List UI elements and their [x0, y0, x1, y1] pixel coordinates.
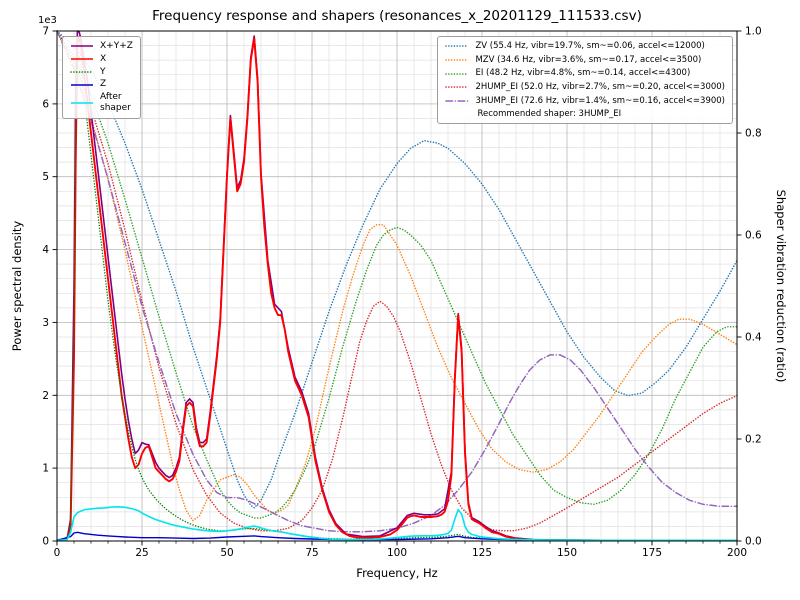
- series-MZV: [56, 30, 738, 522]
- svg-text:7: 7: [42, 26, 49, 38]
- legend-line-sample: [70, 71, 94, 73]
- y-axis-label-right: Shaper vibration reduction (ratio): [774, 189, 788, 383]
- legend-line-sample: [71, 45, 93, 48]
- svg-text:75: 75: [305, 547, 318, 559]
- legend-line-sample: [445, 72, 470, 75]
- svg-text:0.6: 0.6: [745, 230, 762, 242]
- legend-line-sample: [71, 102, 93, 104]
- legend-item-label: After shaper: [100, 92, 131, 113]
- svg-text:5: 5: [42, 171, 49, 183]
- legend-item-label: X+Y+Z: [100, 41, 133, 51]
- legend-item: X+Y+Z: [70, 41, 133, 52]
- svg-text:2: 2: [42, 390, 49, 402]
- svg-text:1.0: 1.0: [745, 26, 762, 38]
- legend-line-sample: [445, 86, 470, 88]
- legend-item: 3HUMP_EI (72.6 Hz, vibr=1.4%, sm~=0.16, …: [445, 96, 725, 107]
- legend-item-label: 3HUMP_EI (72.6 Hz, vibr=1.4%, sm~=0.16, …: [475, 95, 725, 106]
- svg-text:1: 1: [42, 463, 49, 475]
- svg-text:0: 0: [42, 536, 49, 548]
- legend-item-label: MZV (34.6 Hz, vibr=3.6%, sm~=0.17, accel…: [475, 54, 702, 65]
- svg-text:150: 150: [557, 547, 577, 559]
- data-curves: [56, 30, 738, 542]
- legend-line-sample: [71, 58, 93, 60]
- legend-item: ZV (55.4 Hz, vibr=19.7%, sm~=0.06, accel…: [445, 41, 725, 52]
- series-3HUMP_EI: [56, 30, 738, 533]
- series-ZV: [56, 30, 738, 509]
- svg-text:175: 175: [642, 547, 662, 559]
- svg-text:200: 200: [727, 547, 747, 559]
- tick-labels: 0 25 50 75 100 125 150 175 200 0 1 2 3 4 5 6 7 0.0 0.2 0.4 0…: [42, 26, 762, 560]
- legend-shapers: ZV (55.4 Hz, vibr=19.7%, sm~=0.06, accel…: [437, 36, 733, 125]
- svg-text:125: 125: [472, 547, 492, 559]
- tick-marks: [52, 30, 742, 546]
- svg-text:0.4: 0.4: [745, 332, 762, 344]
- svg-text:50: 50: [220, 547, 233, 559]
- legend-item-label: Y: [100, 66, 106, 77]
- legend-footer-row: Recommended shaper: 3HUMP_EI: [445, 109, 725, 119]
- svg-text:100: 100: [387, 547, 407, 559]
- x-axis-label: Frequency, Hz: [356, 566, 438, 580]
- svg-text:0.8: 0.8: [745, 128, 762, 140]
- svg-text:0: 0: [54, 547, 61, 559]
- series-EI: [56, 30, 738, 519]
- svg-text:0.0: 0.0: [745, 536, 762, 548]
- legend-line-sample: [71, 83, 93, 86]
- svg-text:4: 4: [42, 244, 49, 256]
- svg-text:25: 25: [135, 547, 148, 559]
- y-axis-label-left: Power spectral density: [10, 220, 24, 352]
- legend-psd: X+Y+Z X Y Z After shaper: [62, 36, 141, 119]
- chart-title: Frequency response and shapers (resonanc…: [152, 8, 642, 24]
- legend-line-sample: [445, 100, 470, 102]
- legend-line-sample: [445, 59, 470, 61]
- svg-text:6: 6: [42, 98, 49, 110]
- legend-item-label: X: [100, 53, 107, 64]
- legend-item: X: [70, 54, 133, 65]
- legend-item-label: 2HUMP_EI (52.0 Hz, vibr=2.7%, sm~=0.20, …: [475, 81, 725, 92]
- legend-item: Y: [70, 67, 133, 78]
- legend-item-label: EI (48.2 Hz, vibr=4.8%, sm~=0.14, accel<…: [475, 68, 691, 79]
- svg-text:3: 3: [42, 317, 49, 329]
- y-axis-offset-text: 1e3: [38, 15, 57, 26]
- legend-item-label: Z: [100, 79, 107, 90]
- recommended-shaper-text: Recommended shaper: 3HUMP_EI: [477, 109, 622, 120]
- series-2HUMP_EI: [56, 30, 738, 532]
- svg-text:0.2: 0.2: [745, 434, 762, 446]
- legend-item-label: ZV (55.4 Hz, vibr=19.7%, sm~=0.06, accel…: [475, 41, 705, 51]
- series-X: [56, 37, 737, 542]
- legend-line-sample: [445, 45, 470, 48]
- legend-item: MZV (34.6 Hz, vibr=3.6%, sm~=0.17, accel…: [445, 55, 725, 66]
- legend-item: 2HUMP_EI (52.0 Hz, vibr=2.7%, sm~=0.20, …: [445, 82, 725, 93]
- legend-item: EI (48.2 Hz, vibr=4.8%, sm~=0.14, accel<…: [445, 68, 725, 79]
- legend-item: Z: [70, 79, 133, 90]
- series-After-shaper: [56, 506, 737, 542]
- legend-item: After shaper: [70, 92, 133, 114]
